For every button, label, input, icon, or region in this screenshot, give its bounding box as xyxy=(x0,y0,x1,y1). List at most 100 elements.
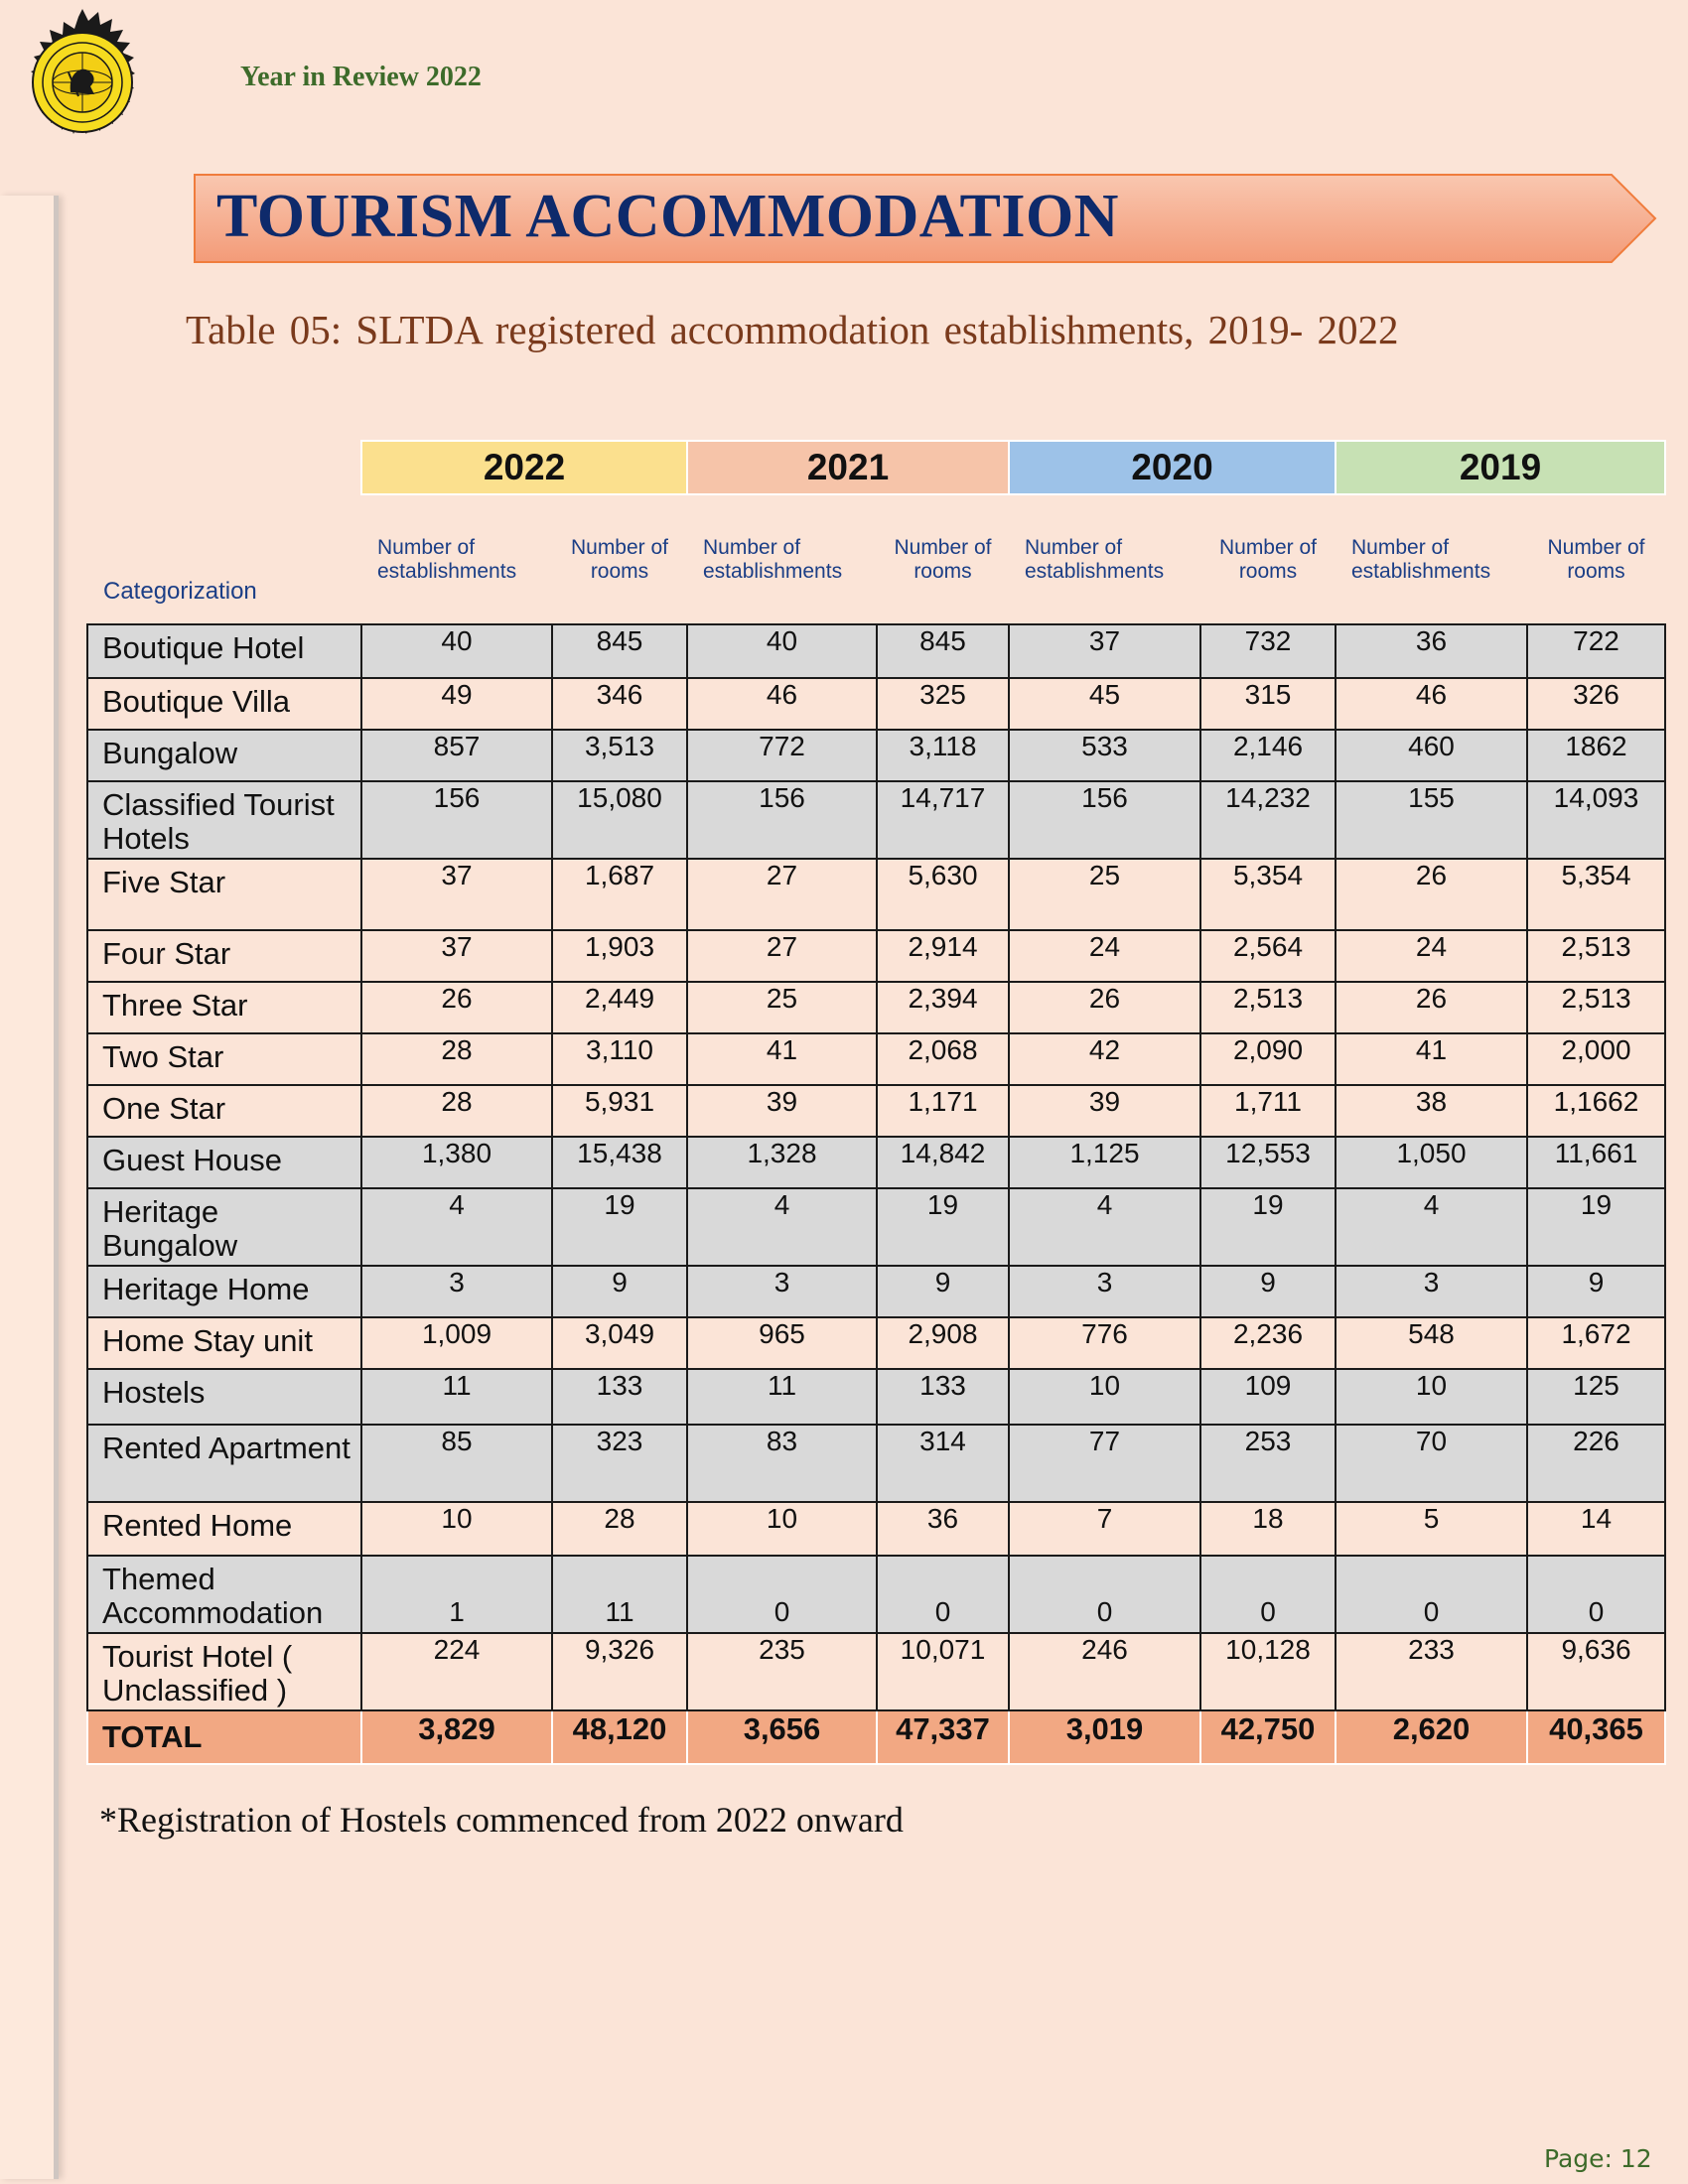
value-cell: 9,636 xyxy=(1526,1632,1666,1711)
table-row: Themed Accommodation 1 11 0 0 0 0 0 0 xyxy=(86,1555,1666,1634)
total-cell: 3,829 xyxy=(360,1709,553,1765)
category-cell: Five Star xyxy=(86,858,362,931)
table-row: Heritage Home 3 9 3 9 3 9 3 9 xyxy=(86,1265,1666,1318)
category-cell: Bungalow xyxy=(86,729,362,782)
column-header: Number of establishments xyxy=(1351,535,1491,583)
value-cell: 70 xyxy=(1335,1424,1528,1503)
category-cell: Two Star xyxy=(86,1032,362,1086)
value-cell: 3 xyxy=(1008,1265,1201,1318)
value-cell: 5,630 xyxy=(876,858,1010,931)
table-row: Heritage Bungalow 4 19 4 19 4 19 4 19 xyxy=(86,1187,1666,1267)
value-cell: 11 xyxy=(686,1368,878,1426)
value-cell: 37 xyxy=(360,858,553,931)
value-cell: 46 xyxy=(686,677,878,731)
value-cell: 3 xyxy=(360,1265,553,1318)
table-row: Classified Tourist Hotels 156 15,080 156 14,… xyxy=(86,780,1666,860)
table-row: Boutique Hotel 40 845 40 845 37 732 36 722 xyxy=(86,623,1666,679)
column-header: Number of rooms xyxy=(1547,535,1645,583)
value-cell: 36 xyxy=(876,1501,1010,1557)
value-cell: 2,908 xyxy=(876,1316,1010,1370)
value-cell: 36 xyxy=(1335,623,1528,679)
value-cell: 1,009 xyxy=(360,1316,553,1370)
blank-corner xyxy=(87,441,361,494)
value-cell: 39 xyxy=(1008,1084,1201,1138)
value-cell: 133 xyxy=(551,1368,688,1426)
category-cell: One Star xyxy=(86,1084,362,1138)
value-cell: 226 xyxy=(1526,1424,1666,1503)
column-header: Number of establishments xyxy=(703,535,843,583)
value-cell: 3,049 xyxy=(551,1316,688,1370)
table-row: Two Star 28 3,110 41 2,068 42 2,090 41 2,000 xyxy=(86,1032,1666,1086)
value-cell: 28 xyxy=(360,1084,553,1138)
value-cell: 10 xyxy=(1008,1368,1201,1426)
value-cell: 253 xyxy=(1199,1424,1336,1503)
accommodation-table: 2022 2021 2020 2019 Categorization Numbe… xyxy=(86,440,1666,1765)
table-row: Boutique Villa 49 346 46 325 45 315 46 326 xyxy=(86,677,1666,731)
total-cell: 48,120 xyxy=(551,1709,688,1765)
title-banner xyxy=(194,174,1657,263)
category-cell: Hostels xyxy=(86,1368,362,1426)
value-cell: 2,236 xyxy=(1199,1316,1336,1370)
value-cell: 7 xyxy=(1008,1501,1201,1557)
value-cell: 722 xyxy=(1526,623,1666,679)
value-cell: 2,449 xyxy=(551,981,688,1034)
column-header: Number of rooms xyxy=(894,535,992,583)
value-cell: 0 xyxy=(686,1555,878,1634)
value-cell: 18 xyxy=(1199,1501,1336,1557)
value-cell: 15,080 xyxy=(551,780,688,860)
value-cell: 27 xyxy=(686,858,878,931)
value-cell: 27 xyxy=(686,929,878,983)
value-cell: 1,380 xyxy=(360,1136,553,1189)
value-cell: 10,128 xyxy=(1199,1632,1336,1711)
table-row: Rented Home 10 28 10 36 7 18 5 14 xyxy=(86,1501,1666,1557)
year-header: 2020 xyxy=(1008,440,1336,495)
value-cell: 14,093 xyxy=(1526,780,1666,860)
value-cell: 109 xyxy=(1199,1368,1336,1426)
value-cell: 1,125 xyxy=(1008,1136,1201,1189)
value-cell: 14 xyxy=(1526,1501,1666,1557)
table-row: Four Star 37 1,903 27 2,914 24 2,564 24 2,513 xyxy=(86,929,1666,983)
value-cell: 14,842 xyxy=(876,1136,1010,1189)
value-cell: 346 xyxy=(551,677,688,731)
value-cell: 845 xyxy=(876,623,1010,679)
value-cell: 2,068 xyxy=(876,1032,1010,1086)
value-cell: 19 xyxy=(551,1187,688,1267)
value-cell: 40 xyxy=(686,623,878,679)
value-cell: 77 xyxy=(1008,1424,1201,1503)
value-cell: 85 xyxy=(360,1424,553,1503)
category-cell: Four Star xyxy=(86,929,362,983)
value-cell: 2,090 xyxy=(1199,1032,1336,1086)
value-cell: 1 xyxy=(360,1555,553,1634)
value-cell: 14,232 xyxy=(1199,780,1336,860)
value-cell: 41 xyxy=(1335,1032,1528,1086)
value-cell: 732 xyxy=(1199,623,1336,679)
value-cell: 246 xyxy=(1008,1632,1201,1711)
total-row: TOTAL 3,829 48,120 3,656 47,337 3,019 42… xyxy=(86,1709,1666,1765)
value-cell: 12,553 xyxy=(1199,1136,1336,1189)
value-cell: 5,354 xyxy=(1526,858,1666,931)
total-cell: 47,337 xyxy=(876,1709,1010,1765)
value-cell: 2,914 xyxy=(876,929,1010,983)
value-cell: 533 xyxy=(1008,729,1201,782)
value-cell: 3 xyxy=(686,1265,878,1318)
year-header: 2022 xyxy=(360,440,688,495)
category-cell: Tourist Hotel ( Unclassified ) xyxy=(86,1632,362,1711)
value-cell: 155 xyxy=(1335,780,1528,860)
value-cell: 325 xyxy=(876,677,1010,731)
table-row: Five Star 37 1,687 27 5,630 25 5,354 26 5,354 xyxy=(86,858,1666,931)
report-header: Year in Review 2022 xyxy=(240,62,482,92)
value-cell: 156 xyxy=(360,780,553,860)
value-cell: 15,438 xyxy=(551,1136,688,1189)
column-header: Number of rooms xyxy=(570,535,669,583)
value-cell: 11 xyxy=(360,1368,553,1426)
value-cell: 0 xyxy=(1199,1555,1336,1634)
value-cell: 2,564 xyxy=(1199,929,1336,983)
category-cell: Three Star xyxy=(86,981,362,1034)
table-row: Tourist Hotel ( Unclassified ) 224 9,326 23… xyxy=(86,1632,1666,1711)
table-caption: Table 05: SLTDA registered accommodation… xyxy=(186,307,1399,352)
table-row: Guest House 1,380 15,438 1,328 14,842 1,125 12… xyxy=(86,1136,1666,1189)
value-cell: 10 xyxy=(360,1501,553,1557)
value-cell: 3 xyxy=(1335,1265,1528,1318)
value-cell: 125 xyxy=(1526,1368,1666,1426)
value-cell: 2,513 xyxy=(1526,929,1666,983)
